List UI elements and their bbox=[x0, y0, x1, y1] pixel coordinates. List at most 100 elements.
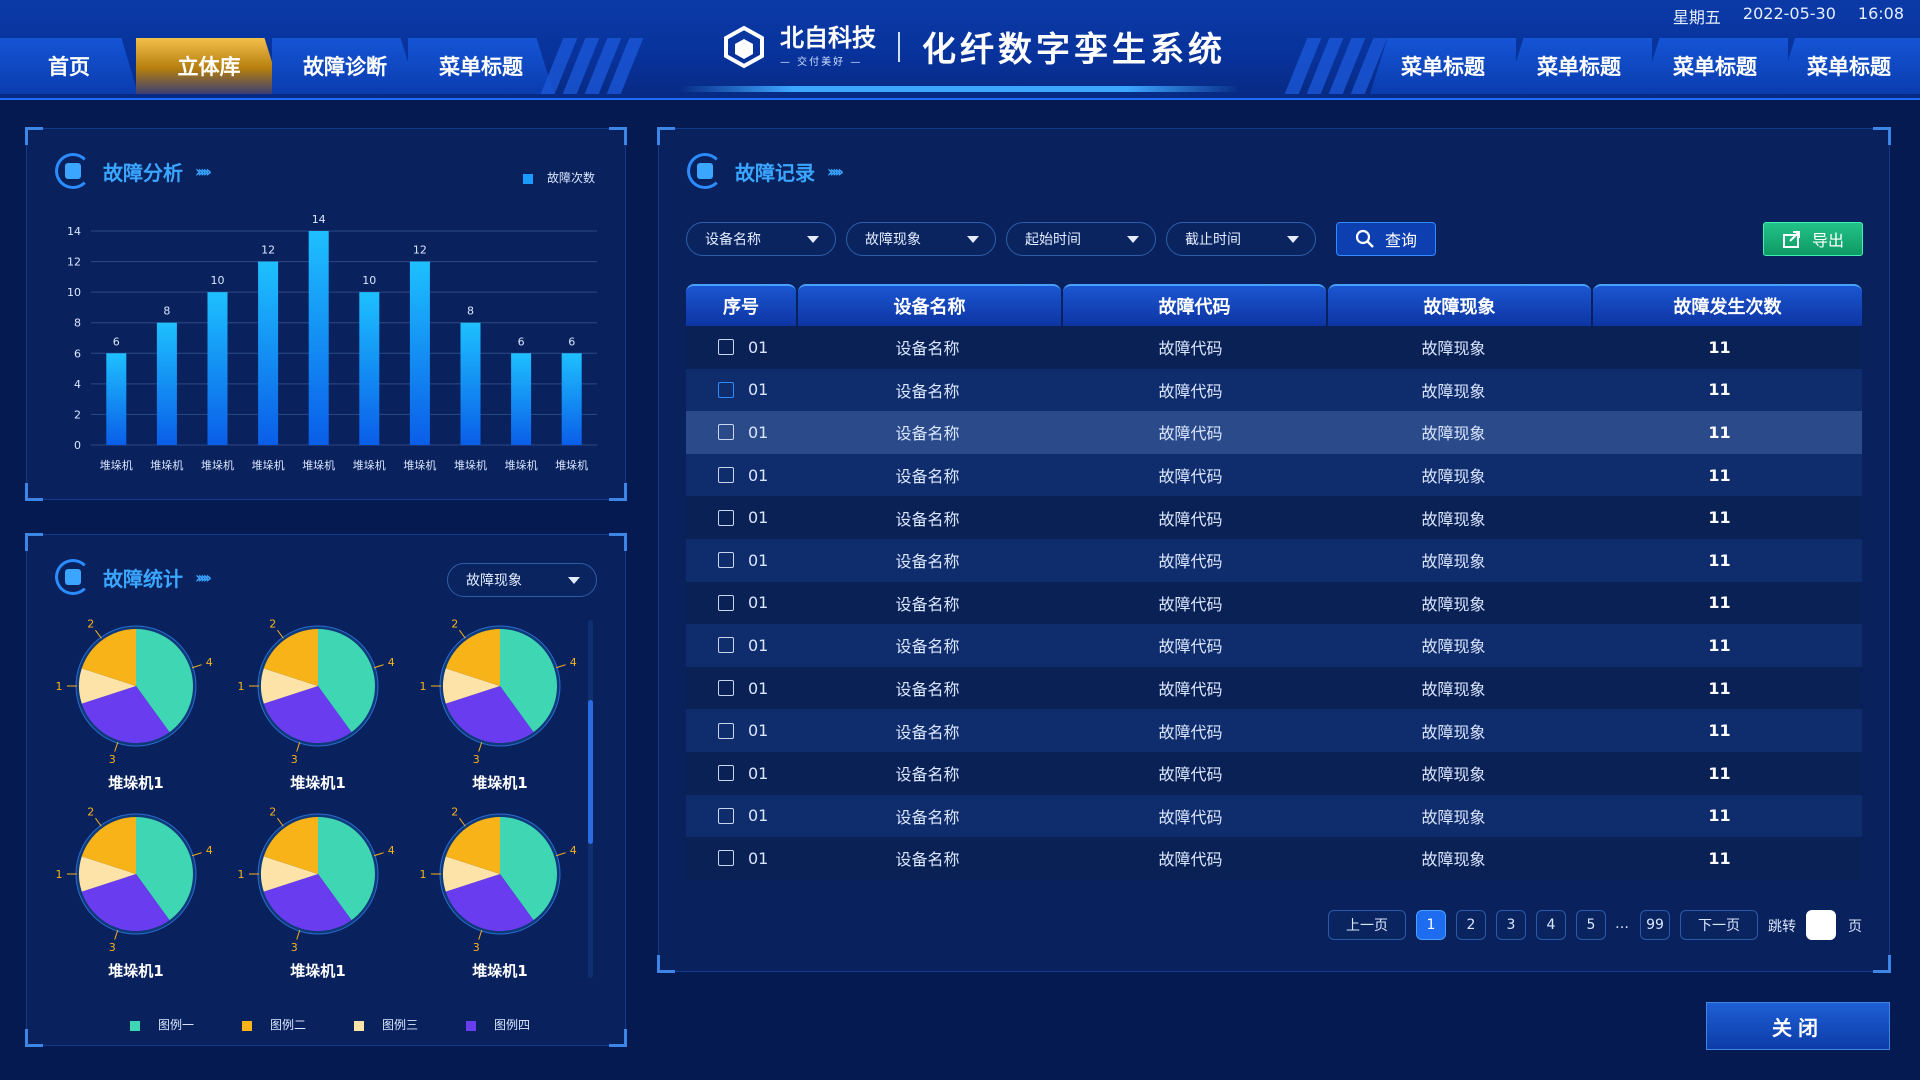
next-page-button[interactable]: 下一页 bbox=[1680, 910, 1758, 940]
table-cell: 故障代码 bbox=[1158, 722, 1223, 742]
row-checkbox[interactable] bbox=[718, 381, 734, 398]
pie-legend: 图例一 图例二 图例三 图例四 bbox=[130, 1016, 530, 1033]
pie-slice bbox=[136, 817, 194, 921]
column-header[interactable]: 故障发生次数 bbox=[1593, 284, 1862, 326]
page-button-3[interactable]: 3 bbox=[1496, 910, 1526, 940]
row-checkbox[interactable] bbox=[718, 424, 734, 441]
prev-page-button[interactable]: 上一页 bbox=[1328, 910, 1406, 940]
table-row[interactable]: 01 设备名称 故障代码 故障现象 11 bbox=[686, 751, 1862, 795]
page-button-2[interactable]: 2 bbox=[1456, 910, 1486, 940]
fault-phenomenon-filter[interactable]: 故障现象 bbox=[846, 222, 996, 256]
table-row[interactable]: 01 设备名称 故障代码 故障现象 11 bbox=[686, 794, 1862, 838]
pie-value-label: 3 bbox=[291, 941, 298, 954]
bar bbox=[409, 261, 430, 445]
table-row[interactable]: 01 设备名称 故障代码 故障现象 11 bbox=[686, 709, 1862, 752]
table-row[interactable]: 01 设备名称 故障代码 故障现象 11 bbox=[686, 453, 1862, 497]
pie-value-label: 4 bbox=[570, 844, 577, 857]
export-button[interactable]: 导出 bbox=[1763, 222, 1863, 256]
table-row[interactable]: 01 设备名称 故障代码 故障现象 11 bbox=[686, 496, 1862, 539]
row-checkbox[interactable] bbox=[718, 722, 734, 739]
table-cell: 设备名称 bbox=[895, 807, 960, 827]
row-checkbox[interactable] bbox=[718, 509, 734, 526]
table-row[interactable]: 01 设备名称 故障代码 故障现象 11 bbox=[686, 837, 1862, 880]
jump-label: 跳转 bbox=[1768, 919, 1796, 935]
pie-scrollbar-thumb[interactable] bbox=[588, 700, 593, 844]
row-checkbox[interactable] bbox=[718, 765, 734, 782]
row-index: 01 bbox=[748, 721, 769, 741]
page-button-5[interactable]: 5 bbox=[1576, 910, 1606, 940]
row-checkbox[interactable] bbox=[718, 552, 734, 569]
nav-tab-menu-4[interactable]: 菜单标题 bbox=[1642, 38, 1788, 94]
page-button-last[interactable]: 99 bbox=[1640, 910, 1670, 940]
table-cell: 11 bbox=[1708, 550, 1731, 570]
table-row[interactable]: 01 设备名称 故障代码 故障现象 11 bbox=[686, 326, 1862, 369]
y-tick-label: 12 bbox=[67, 256, 81, 269]
bar-value-label: 10 bbox=[362, 274, 376, 287]
column-header[interactable]: 设备名称 bbox=[798, 284, 1061, 326]
row-checkbox[interactable] bbox=[718, 850, 734, 867]
query-button[interactable]: 查询 bbox=[1336, 222, 1436, 256]
column-header[interactable]: 故障代码 bbox=[1063, 284, 1326, 326]
nav-tab-home[interactable]: 首页 bbox=[0, 38, 138, 94]
row-checkbox[interactable] bbox=[718, 594, 734, 611]
table-row[interactable]: 01 设备名称 故障代码 故障现象 11 bbox=[686, 411, 1862, 454]
nav-tab-menu-2[interactable]: 菜单标题 bbox=[1370, 38, 1516, 94]
column-header[interactable]: 故障现象 bbox=[1328, 284, 1591, 326]
nav-tab-warehouse[interactable]: 立体库 bbox=[136, 38, 282, 94]
pie-legend-item: 图例四 bbox=[466, 1016, 530, 1033]
jump-page-input[interactable] bbox=[1806, 910, 1836, 940]
pie-value-label: 2 bbox=[87, 806, 94, 819]
x-tick-label: 堆垛机 bbox=[150, 458, 183, 472]
table-cell: 故障现象 bbox=[1421, 381, 1486, 401]
fault-phenomenon-dropdown[interactable]: 故障现象 bbox=[447, 563, 597, 597]
table-cell: 故障代码 bbox=[1158, 339, 1223, 359]
table-cell: 设备名称 bbox=[895, 552, 960, 572]
table-cell: 11 bbox=[1708, 721, 1731, 741]
table-cell: 11 bbox=[1708, 806, 1731, 826]
table-cell: 设备名称 bbox=[895, 680, 960, 700]
table-row[interactable]: 01 设备名称 故障代码 故障现象 11 bbox=[686, 368, 1862, 412]
pie-label: 堆垛机1 bbox=[290, 962, 346, 980]
page-button-1[interactable]: 1 bbox=[1416, 910, 1446, 940]
x-tick-label: 堆垛机 bbox=[252, 458, 285, 472]
row-checkbox[interactable] bbox=[718, 807, 734, 824]
x-tick-label: 堆垛机 bbox=[555, 458, 588, 472]
table-row[interactable]: 01 设备名称 故障代码 故障现象 11 bbox=[686, 624, 1862, 667]
bar-value-label: 8 bbox=[163, 305, 170, 318]
row-checkbox[interactable] bbox=[718, 637, 734, 654]
cube-logo-icon bbox=[724, 25, 764, 68]
device-name-dropdown[interactable]: 设备名称 bbox=[686, 222, 836, 256]
pie-value-label: 2 bbox=[269, 618, 276, 631]
table-header: 序号 设备名称 故障代码 故障现象 故障发生次数 bbox=[686, 284, 1862, 326]
time: 16:08 bbox=[1857, 4, 1904, 23]
table-cell: 设备名称 bbox=[895, 850, 960, 870]
page-button-4[interactable]: 4 bbox=[1536, 910, 1566, 940]
y-tick-label: 0 bbox=[74, 439, 81, 452]
table-row[interactable]: 01 设备名称 故障代码 故障现象 11 bbox=[686, 538, 1862, 582]
table-cell: 设备名称 bbox=[895, 637, 960, 657]
row-checkbox[interactable] bbox=[718, 680, 734, 697]
nav-tab-menu-1[interactable]: 菜单标题 bbox=[408, 38, 554, 94]
nav-tab-menu-5[interactable]: 菜单标题 bbox=[1778, 38, 1920, 94]
table-cell: 故障代码 bbox=[1158, 509, 1223, 529]
pie-leader-line bbox=[191, 664, 202, 669]
nav-tab-fault-diagnosis[interactable]: 故障诊断 bbox=[272, 38, 418, 94]
pie-leader-line bbox=[277, 629, 284, 639]
pie-value-label: 4 bbox=[206, 656, 213, 669]
row-index: 01 bbox=[748, 550, 769, 570]
x-tick-label: 堆垛机 bbox=[505, 458, 538, 472]
row-index: 01 bbox=[748, 848, 769, 868]
column-header[interactable]: 序号 bbox=[686, 284, 796, 326]
row-checkbox[interactable] bbox=[718, 339, 734, 356]
pie-slice bbox=[263, 817, 318, 874]
row-index: 01 bbox=[748, 593, 769, 613]
close-button[interactable]: 关闭 bbox=[1706, 1002, 1890, 1050]
row-index: 01 bbox=[748, 763, 769, 783]
row-checkbox[interactable] bbox=[718, 467, 734, 484]
start-time-dropdown[interactable]: 起始时间 bbox=[1006, 222, 1156, 256]
chevrons-icon: ››››› bbox=[195, 567, 212, 587]
nav-tab-menu-3[interactable]: 菜单标题 bbox=[1506, 38, 1652, 94]
end-time-dropdown[interactable]: 截止时间 bbox=[1166, 222, 1316, 256]
table-row[interactable]: 01 设备名称 故障代码 故障现象 11 bbox=[686, 666, 1862, 710]
table-row[interactable]: 01 设备名称 故障代码 故障现象 11 bbox=[686, 581, 1862, 625]
